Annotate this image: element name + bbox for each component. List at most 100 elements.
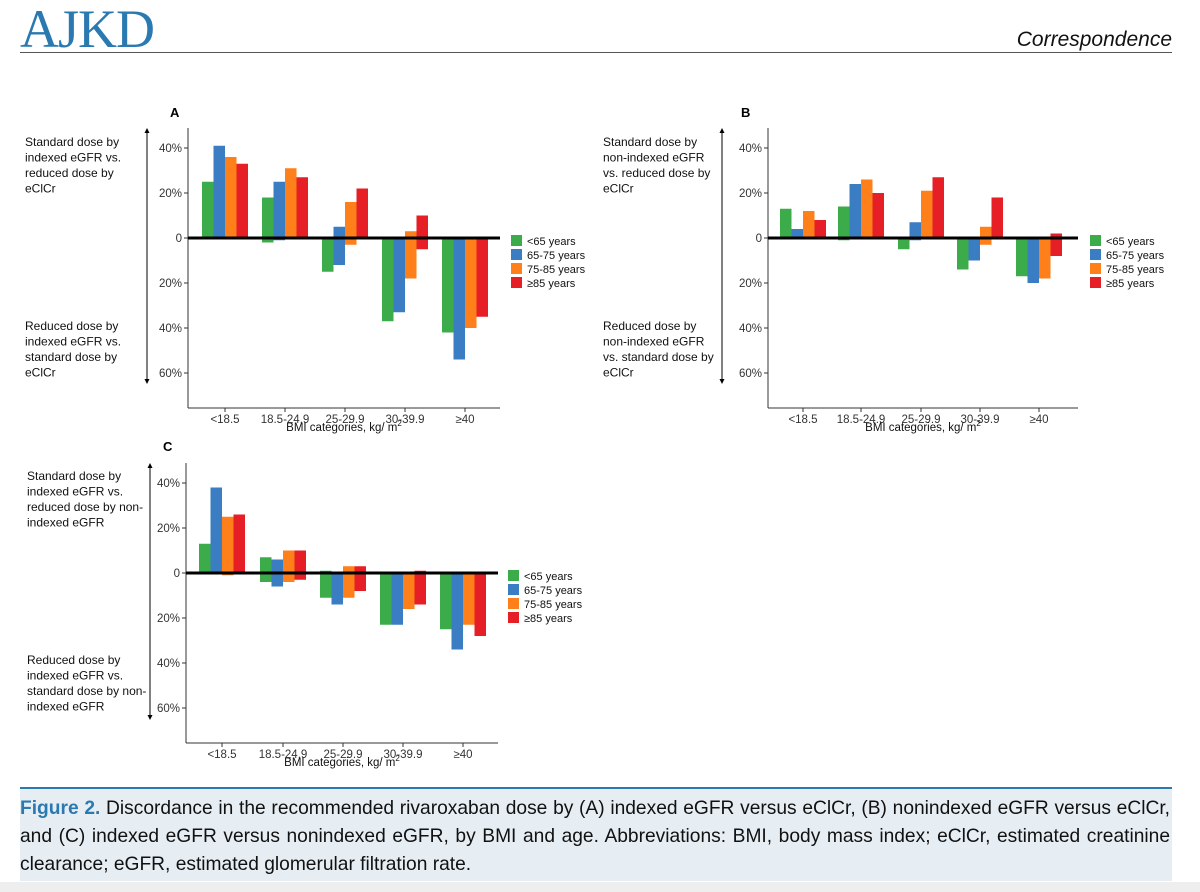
bottom-annotation-line-c: Reduced dose by [27,653,120,667]
y-tick-label-c: 60% [157,703,180,715]
bar-b-s3-c4-pos [1050,233,1062,238]
legend-swatch-c-2 [508,598,519,609]
x-axis-label-sup-b: 2 [976,419,981,428]
top-annotation-line-c: indexed eGFR [27,516,105,530]
y-tick-label-a: 0 [176,233,182,245]
bottom-annotation-line-a: eClCr [25,366,56,380]
bar-b-s1-c2-pos [909,222,921,238]
panel-letter-b: B [741,105,750,120]
bar-c-s0-c1-pos [260,557,272,573]
legend-label-b-1: 65-75 years [1106,250,1165,262]
x-tick-label-a: 18.5-24.9 [261,414,310,426]
legend-swatch-a-1 [511,249,522,260]
y-tick-label-b: 20% [739,188,762,200]
x-tick-label-c: <18.5 [207,749,236,761]
bar-c-s1-c0-pos [210,487,222,573]
y-tick-label-c: 40% [157,478,180,490]
bar-c-s0-c3-neg [380,573,392,625]
journal-logo: AJKD [20,0,155,59]
y-tick-label-a: 60% [159,368,182,380]
x-tick-label-a: 25-29.9 [325,414,364,426]
bar-a-s3-c2-pos [356,188,368,238]
bar-b-s3-c2-pos [932,177,944,238]
bar-a-s1-c2-pos [333,226,345,238]
y-tick-label-a: 40% [159,323,182,335]
bar-c-s0-c1-neg [260,573,272,582]
legend-swatch-b-0 [1090,235,1101,246]
figure-caption: Figure 2. Discordance in the recommended… [20,795,1170,879]
bar-c-s1-c4-neg [451,573,463,650]
y-tick-label-b: 60% [739,368,762,380]
bar-b-s3-c3-pos [991,197,1003,238]
legend-label-c-1: 65-75 years [524,585,583,597]
bar-c-s2-c0-pos [222,516,234,573]
arrowhead-up-a [144,128,150,133]
bar-c-s3-c1-pos [294,550,306,573]
top-annotation-line-c: Standard dose by [27,469,121,483]
legend-label-a-0: <65 years [527,236,576,248]
bottom-annotation-line-a: standard dose by [25,350,117,364]
bar-a-s2-c2-neg [345,238,357,245]
bar-b-s3-c1-pos [872,193,884,238]
bar-c-s0-c2-neg [320,573,332,598]
bar-b-s1-c4-neg [1027,238,1039,283]
x-tick-label-b: 18.5-24.9 [837,414,886,426]
caption-label: Figure 2. [20,798,101,819]
bar-c-s3-c2-pos [354,566,366,573]
y-tick-label-a: 20% [159,188,182,200]
bar-a-s0-c2-neg [322,238,334,272]
bar-c-s2-c2-neg [343,573,355,598]
arrowhead-down-b [719,379,725,384]
bar-a-s0-c4-neg [442,238,454,333]
bar-a-s0-c0-pos [202,181,214,238]
bar-a-s0-c1-pos [262,197,274,238]
bottom-annotation-line-b: eClCr [603,366,634,380]
x-tick-label-b: 25-29.9 [901,414,940,426]
bar-b-s3-c0-pos [814,220,826,238]
bar-c-s2-c1-pos [283,550,295,573]
bar-c-s2-c1-neg [283,573,295,582]
arrowhead-down-a [144,379,150,384]
bar-b-s0-c4-neg [1016,238,1028,277]
legend-swatch-c-1 [508,584,519,595]
bar-b-s0-c0-pos [780,208,792,238]
footer-strip [0,882,1200,892]
top-annotation-line-b: Standard dose by [603,135,697,149]
bar-a-s1-c4-neg [453,238,465,360]
header-divider [20,52,1172,53]
legend-label-b-0: <65 years [1106,236,1155,248]
bar-c-s0-c0-pos [199,543,211,573]
x-axis-label-sup-a: 2 [397,419,402,428]
bar-c-s1-c3-neg [391,573,403,625]
bar-a-s1-c0-pos [213,145,225,238]
top-annotation-line-a: Standard dose by [25,135,119,149]
legend-swatch-b-1 [1090,249,1101,260]
top-annotation-line-a: indexed eGFR vs. [25,151,121,165]
top-annotation-line-a: reduced dose by [25,166,114,180]
bar-c-s0-c4-neg [440,573,452,630]
bar-c-s1-c2-neg [331,573,343,605]
top-annotation-line-c: reduced dose by non- [27,500,143,514]
x-tick-label-c: 25-29.9 [323,749,362,761]
panel-letter-a: A [170,105,180,120]
top-annotation-line-b: eClCr [603,182,634,196]
bottom-annotation-line-c: indexed eGFR vs. [27,669,123,683]
bar-b-s3-c4-neg [1050,238,1062,256]
bar-a-s3-c3-neg [416,238,428,250]
y-tick-label-c: 40% [157,658,180,670]
bar-b-s1-c0-pos [791,229,803,238]
arrowhead-up-b [719,128,725,133]
x-tick-label-c: 18.5-24.9 [259,749,308,761]
bar-c-s2-c3-neg [403,573,415,609]
y-tick-label-b: 40% [739,143,762,155]
x-tick-label-b: <18.5 [788,414,817,426]
panel-letter-c: C [163,439,173,454]
bar-a-s0-c1-neg [262,238,274,243]
caption-box [20,787,1172,881]
bar-a-s3-c3-pos [416,215,428,238]
bottom-annotation-line-b: vs. standard dose by [603,350,714,364]
bar-c-s3-c3-neg [414,573,426,605]
y-tick-label-c: 20% [157,523,180,535]
bar-b-s1-c1-pos [849,184,861,238]
